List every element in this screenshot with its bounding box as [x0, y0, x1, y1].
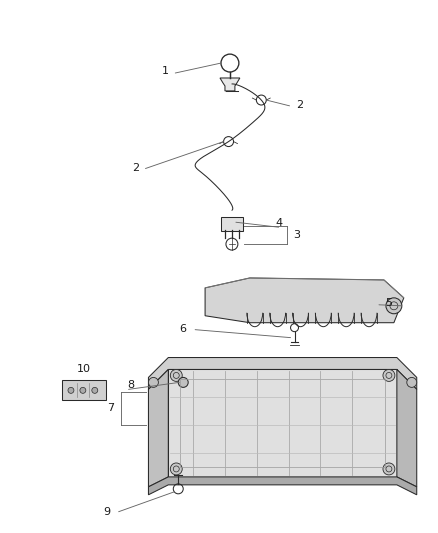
Polygon shape	[397, 369, 417, 487]
Polygon shape	[168, 369, 397, 477]
Circle shape	[407, 377, 417, 387]
FancyBboxPatch shape	[62, 381, 106, 400]
Text: 6: 6	[180, 324, 187, 334]
Text: 9: 9	[103, 507, 110, 516]
Circle shape	[170, 463, 182, 475]
Text: 7: 7	[107, 403, 114, 413]
Circle shape	[68, 387, 74, 393]
Text: 2: 2	[132, 163, 139, 173]
Circle shape	[178, 377, 188, 387]
Circle shape	[383, 463, 395, 475]
Circle shape	[148, 377, 159, 387]
Circle shape	[80, 387, 86, 393]
Polygon shape	[205, 278, 404, 322]
Circle shape	[386, 298, 402, 314]
Text: 4: 4	[275, 218, 282, 228]
Circle shape	[170, 369, 182, 382]
Polygon shape	[148, 369, 168, 487]
Polygon shape	[148, 358, 417, 389]
Text: 5: 5	[385, 298, 392, 308]
Circle shape	[92, 387, 98, 393]
Text: 8: 8	[127, 381, 134, 390]
Circle shape	[383, 369, 395, 382]
Polygon shape	[148, 477, 417, 495]
Text: 10: 10	[77, 365, 91, 375]
FancyBboxPatch shape	[221, 217, 243, 231]
Text: 2: 2	[296, 100, 303, 110]
Text: 3: 3	[293, 230, 300, 240]
Polygon shape	[220, 78, 240, 91]
Text: 1: 1	[162, 66, 169, 76]
